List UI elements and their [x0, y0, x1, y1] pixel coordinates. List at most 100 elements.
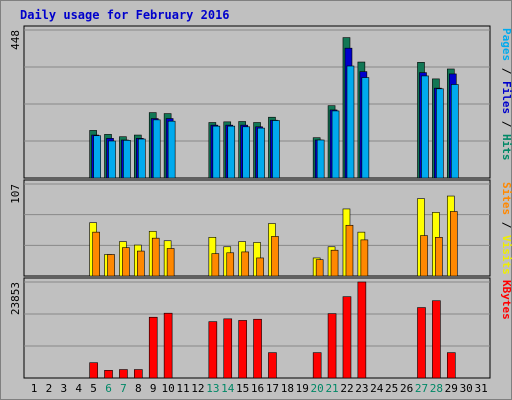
- bar-kbytes-day-21: [327, 313, 337, 379]
- day-label: 16: [251, 382, 264, 395]
- bar-sites-day-21: [330, 249, 339, 277]
- bar-kbytes-day-23: [357, 281, 367, 379]
- bar-sites-day-23: [360, 239, 369, 277]
- max-value-label: 448: [9, 30, 22, 50]
- panel-hits-files-pages: 448 Pages / Files / Hits: [9, 25, 512, 179]
- bar-kbytes-day-6: [104, 370, 113, 379]
- bar-sites-day-22: [345, 224, 354, 277]
- bar-sites-day-27: [420, 235, 428, 277]
- day-label: 3: [60, 382, 67, 395]
- day-label: 29: [445, 382, 458, 395]
- legend-entry: Hits: [500, 134, 512, 161]
- bar-pages-day-27: [421, 75, 429, 179]
- day-label: 4: [75, 382, 82, 395]
- bar-pages-day-28: [436, 88, 444, 179]
- legend-entry: /: [500, 215, 512, 235]
- bar-kbytes-day-8: [134, 369, 143, 379]
- bar-kbytes-day-20: [312, 352, 322, 379]
- day-label: 1: [31, 382, 38, 395]
- bar-pages-day-29: [450, 84, 459, 179]
- bar-sites-day-17: [271, 236, 279, 277]
- panel-kbytes: 23853 KBytes: [9, 277, 512, 379]
- chart-title: Daily usage for February 2016: [20, 8, 230, 22]
- day-label: 18: [281, 382, 294, 395]
- bar-kbytes-day-5: [89, 362, 98, 379]
- bar-kbytes-day-17: [268, 352, 277, 379]
- bar-sites-day-20: [315, 259, 324, 277]
- bar-sites-day-8: [137, 250, 145, 277]
- bar-kbytes-day-16: [253, 318, 262, 379]
- legend-entry: Visits: [500, 235, 512, 275]
- bar-pages-day-15: [242, 126, 250, 179]
- bar-pages-day-14: [227, 125, 236, 179]
- day-label: 12: [191, 382, 204, 395]
- bar-sites-day-6: [107, 254, 115, 277]
- series-legend: KBytes: [500, 280, 512, 320]
- day-label: 26: [400, 382, 413, 395]
- bar-kbytes-day-9: [148, 316, 158, 379]
- day-label: 2: [46, 382, 53, 395]
- day-label: 5: [90, 382, 97, 395]
- bar-sites-day-15: [241, 251, 249, 277]
- bar-pages-day-16: [257, 127, 265, 179]
- bar-pages-day-13: [212, 125, 221, 179]
- bar-pages-day-22: [346, 65, 355, 179]
- bar-pages-day-9: [152, 119, 161, 179]
- bar-sites-day-9: [151, 237, 160, 277]
- series-legend: Pages / Files / Hits: [500, 28, 512, 161]
- legend-entry: Pages: [500, 28, 512, 61]
- series-legend: Sites / Visits: [500, 182, 512, 275]
- panel-visits-sites: 107 Sites / Visits: [9, 179, 512, 277]
- bar-kbytes-day-13: [208, 321, 218, 379]
- day-label: 28: [430, 382, 443, 395]
- day-label: 23: [355, 382, 368, 395]
- day-label: 8: [135, 382, 142, 395]
- day-label: 13: [206, 382, 219, 395]
- day-label: 14: [221, 382, 235, 395]
- day-label: 6: [105, 382, 112, 395]
- bar-kbytes-day-7: [119, 369, 128, 379]
- bar-pages-day-5: [93, 135, 101, 179]
- legend-entry: Files: [500, 81, 512, 114]
- day-label: 9: [150, 382, 157, 395]
- day-axis: 1 2 3 4 5 6 7 8 9 10 11 12 13 14 15 16 17 18 19 20 21 22 23 24 2…: [31, 382, 488, 395]
- day-label: 17: [266, 382, 279, 395]
- bar-kbytes-day-22: [342, 296, 352, 379]
- bar-sites-day-5: [92, 231, 100, 277]
- legend-entry: KBytes: [500, 280, 512, 320]
- bar-pages-day-6: [108, 140, 116, 179]
- bar-pages-day-7: [123, 140, 131, 179]
- day-label: 19: [296, 382, 309, 395]
- bar-kbytes-day-29: [446, 352, 456, 379]
- bar-sites-day-29: [449, 211, 458, 277]
- day-label: 30: [460, 382, 473, 395]
- day-label: 24: [370, 382, 384, 395]
- day-label: 22: [340, 382, 353, 395]
- bar-kbytes-day-10: [163, 312, 173, 379]
- bar-pages-day-17: [272, 120, 280, 179]
- bar-kbytes-day-27: [417, 307, 426, 379]
- bar-pages-day-21: [331, 110, 340, 179]
- day-label: 7: [120, 382, 127, 395]
- bar-sites-day-14: [226, 252, 235, 277]
- bar-pages-day-8: [138, 138, 146, 179]
- bar-kbytes-day-15: [238, 320, 247, 379]
- day-label: 25: [385, 382, 398, 395]
- bar-pages-day-23: [361, 77, 370, 179]
- legend-entry: Sites: [500, 182, 512, 215]
- bar-kbytes-day-14: [223, 318, 233, 379]
- day-label: 10: [162, 382, 175, 395]
- legend-entry: /: [500, 61, 512, 81]
- day-label: 21: [325, 382, 338, 395]
- bar-kbytes-day-28: [432, 300, 441, 379]
- day-label: 31: [474, 382, 487, 395]
- day-label: 15: [236, 382, 249, 395]
- day-label: 20: [311, 382, 324, 395]
- bar-pages-day-10: [167, 120, 176, 179]
- legend-entry: /: [500, 114, 512, 134]
- chart-panels: 448 Pages / Files / Hits 107 Sites / Visits…: [9, 25, 512, 379]
- bar-pages-day-20: [316, 139, 325, 179]
- max-value-label: 107: [9, 184, 22, 204]
- day-label: 27: [415, 382, 428, 395]
